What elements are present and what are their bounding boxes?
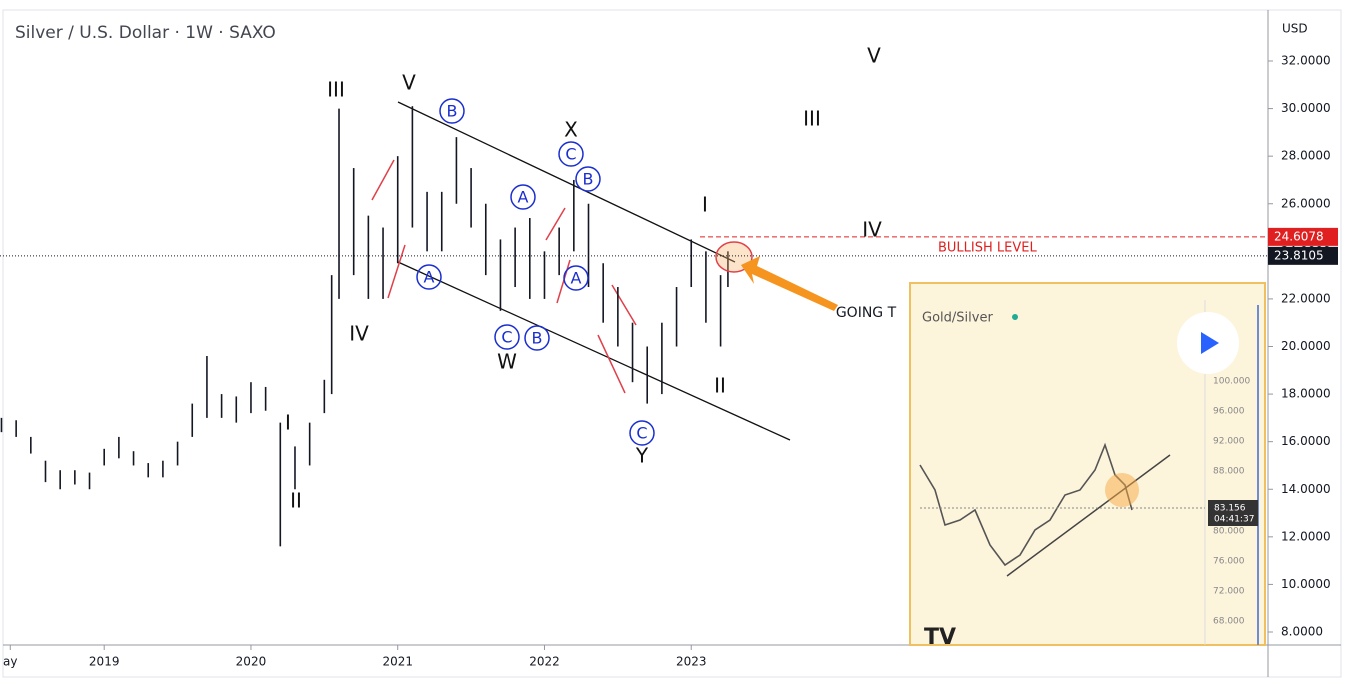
annotation: GOING T [836,305,897,321]
lower-channel-line [397,261,791,441]
y-tick-label: 10.0000 [1281,577,1331,591]
wave-circle [416,264,442,290]
wave-label: II [714,374,726,398]
inset-price: 83.156 [1214,504,1246,514]
inset-tick-label: 72.000 [1213,587,1245,597]
play-icon[interactable] [1201,332,1219,354]
y-axis-label: USD [1282,22,1308,36]
wave-label: W [497,350,517,374]
wave-label: II [290,489,302,513]
wave-label: I [702,193,708,217]
chart-title: Silver / U.S. Dollar · 1W · SAXO [15,23,276,43]
inset-tick-label: 100.000 [1213,377,1250,387]
x-tick-label: 2023 [676,655,707,669]
inset-tick-label: 92.000 [1213,437,1245,447]
x-tick-label: 2020 [236,655,267,669]
arrow [741,256,838,311]
wave-circle [575,166,601,192]
y-tick-label: 26.0000 [1281,196,1331,210]
inset-ticks: 100.000 96.000 92.000 88.000 80.000 76.000 72.… [1213,377,1250,627]
wave-circle [558,141,584,167]
wave-label: III [327,78,345,102]
x-tick-label: 2019 [89,655,120,669]
x-tick-label: ay [3,655,17,669]
wave-circle [439,98,465,124]
y-tick-label: 30.0000 [1281,101,1331,115]
price-tag [1268,246,1338,265]
wave-label: C [501,328,512,347]
wave-label: A [424,268,435,287]
inset-logo: TV [924,625,956,650]
wave-label: B [447,102,458,121]
wave-label: B [532,329,543,348]
price-tag-label: 23.8105 [1274,248,1324,262]
wave-label: C [636,424,647,443]
y-tick-label: 8.0000 [1281,625,1323,639]
wave-label: III [803,107,821,131]
wave-label: B [583,170,594,189]
wave-circle [629,420,655,446]
upper-channel-line [397,101,736,263]
inset-tick-label: 88.000 [1213,467,1245,477]
y-tick-label: 14.0000 [1281,482,1331,496]
wave-label: IV [349,322,369,346]
inset-tick-label: 76.000 [1213,557,1245,567]
x-tick-label: 2021 [382,655,413,669]
wave-circle [494,324,520,350]
inset-line [919,442,1133,567]
wave-label: A [571,269,582,288]
y-tick-label: 18.0000 [1281,387,1331,401]
price-bars [0,106,729,547]
wave-circle [524,325,550,351]
y-tick-label: 12.0000 [1281,529,1331,543]
price-tag-label: 24.6078 [1274,229,1324,243]
inset-trendline [1006,454,1171,577]
frame [2,9,1342,678]
wave-circle [510,184,536,210]
wave-label: V [402,71,416,95]
inset-price-tag [1208,500,1258,526]
y-tick-label: 16.0000 [1281,434,1331,448]
y-tick-label: 32.0000 [1281,54,1331,68]
wave-label: I [285,411,291,435]
level-name: BULLISH LEVEL [938,240,1037,255]
inset-tick-label: 96.000 [1213,407,1245,417]
inset-timer: 04:41:37 [1214,515,1254,525]
wave-label: IV [862,218,882,242]
wave-label: A [518,188,529,207]
inset-tick-label: 80.000 [1213,527,1245,537]
wave-circle [563,265,589,291]
inset-tick-label: 68.000 [1213,617,1245,627]
x-tick-label: 2022 [529,655,560,669]
inset-highlight [1105,473,1139,507]
wave-label: C [565,145,576,164]
wave-marks [371,159,637,394]
price-tag [1268,227,1338,246]
wave-label: Y [635,444,649,468]
status-dot [1012,314,1018,320]
y-tick-label: 28.0000 [1281,149,1331,163]
y-tick-label: 22.0000 [1281,291,1331,305]
y-tick-label: 20.0000 [1281,339,1331,353]
inset-title: Gold/Silver [922,311,993,326]
wave-label: V [867,44,881,68]
wave-label: X [564,118,578,142]
